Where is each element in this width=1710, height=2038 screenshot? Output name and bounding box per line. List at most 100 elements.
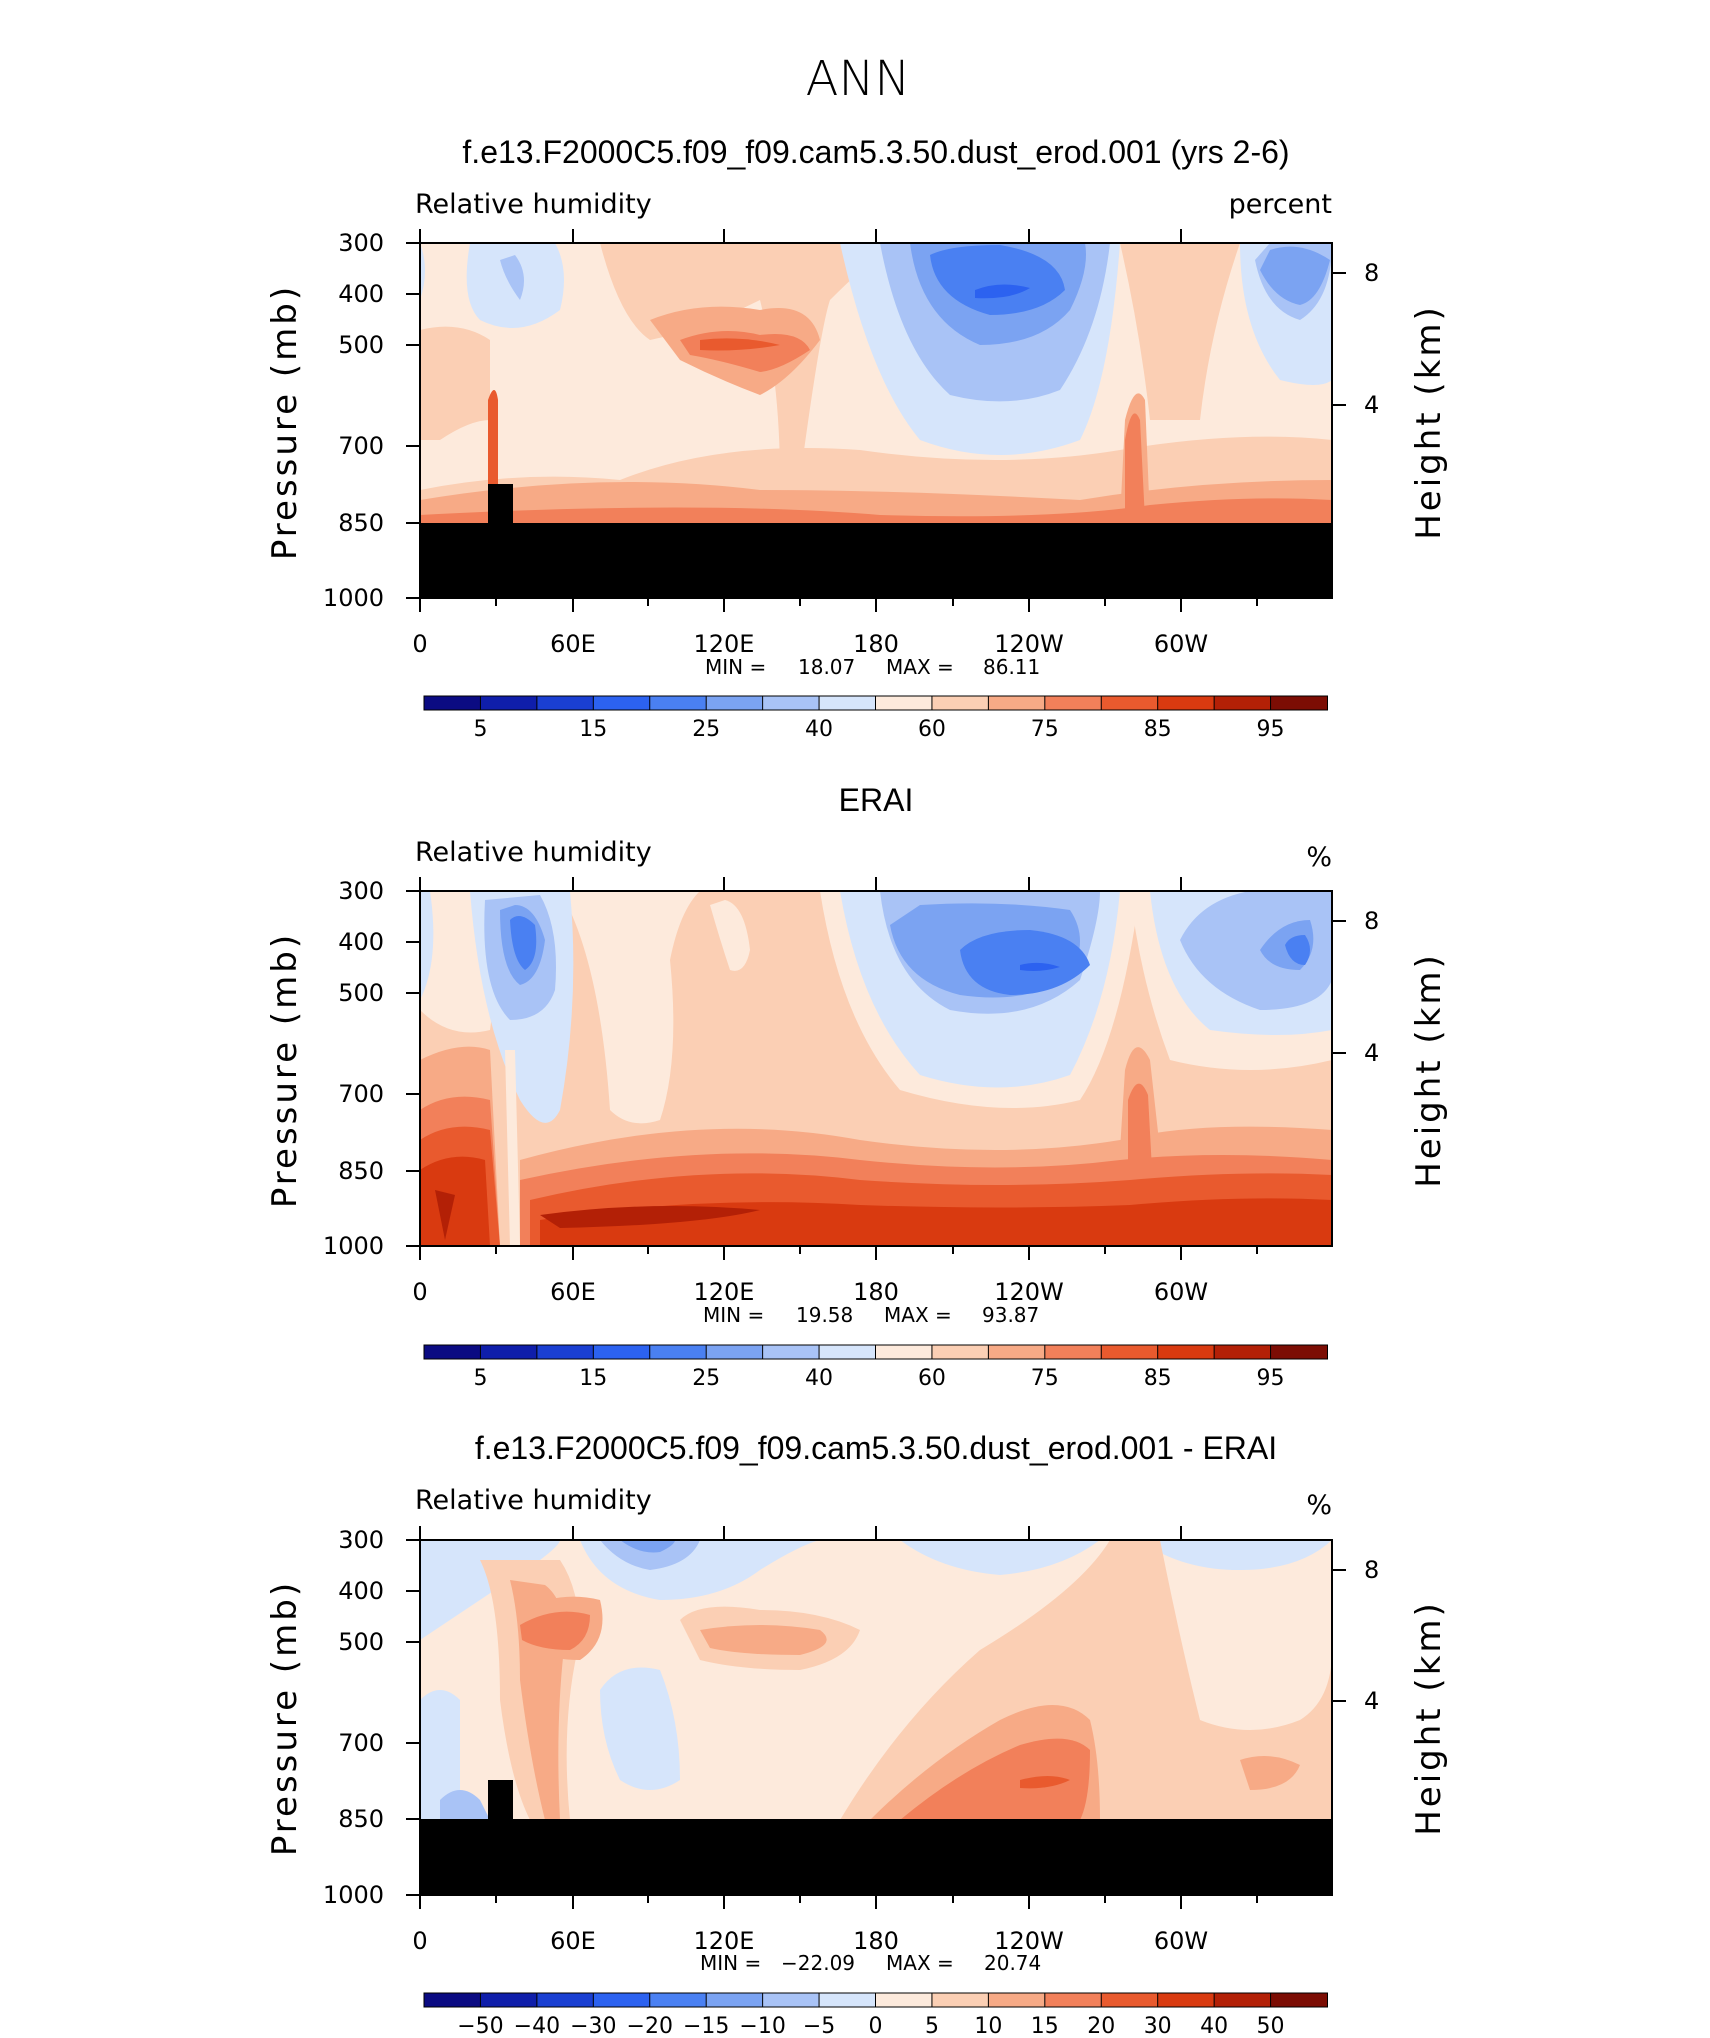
y-tick-labels: 300 400 500 700 850 1000 8 4 <box>323 877 1379 1260</box>
colorbar-label: −40 <box>514 2014 560 2038</box>
colorbar-swatch <box>536 1344 595 1360</box>
contour-band <box>930 245 1065 315</box>
colorbar-swatch <box>1044 1344 1103 1360</box>
max-label: MAX = <box>886 1951 954 1975</box>
contour-band <box>520 1611 590 1650</box>
variable-label: Relative humidity <box>415 189 652 220</box>
variable-label: Relative humidity <box>415 837 652 868</box>
colorbar-label: 20 <box>1087 2014 1115 2038</box>
colorbar-swatch <box>592 695 651 711</box>
stats: MIN = −22.09 MAX = 20.74 <box>700 1951 1041 1975</box>
y-axis-title: Pressure (mb) <box>265 932 305 1208</box>
colorbar-swatch <box>875 695 933 711</box>
colorbar-swatch <box>987 1344 1046 1360</box>
stats: MIN = 18.07 MAX = 86.11 <box>705 655 1040 679</box>
contour-band <box>1140 1540 1332 1570</box>
y-tick-labels: 300 400 500 700 850 1000 8 4 <box>323 1526 1379 1909</box>
x-tick-label: 180 <box>853 630 899 658</box>
colorbar: 5 15 25 40 60 75 85 95 <box>423 695 1329 742</box>
min-label: MIN = <box>705 655 766 679</box>
contour-band <box>440 1790 490 1820</box>
colorbar-swatch <box>818 1344 877 1360</box>
units-label: % <box>1306 1490 1332 1521</box>
colorbar-swatch <box>1100 1992 1159 2008</box>
max-value: 20.74 <box>984 1951 1041 1975</box>
y-tick-label: 700 <box>338 1729 384 1757</box>
contour-band <box>1180 891 1332 1010</box>
panel-2: ERAI Relative humidity % <box>265 782 1449 1391</box>
colorbar-label: 25 <box>692 1366 720 1391</box>
contour-band <box>540 1206 760 1228</box>
y-tick-label-right: 4 <box>1364 1039 1379 1067</box>
variable-label: Relative humidity <box>415 1485 652 1516</box>
colorbar-label: 60 <box>918 1366 946 1391</box>
colorbar-label: 0 <box>869 2014 883 2038</box>
colorbar-label: 85 <box>1144 717 1172 742</box>
colorbar-label: 15 <box>1031 2014 1059 2038</box>
x-tick-label: 120E <box>694 1278 755 1306</box>
colorbar-label: −50 <box>457 2014 503 2038</box>
page-title: ANN <box>806 51 911 107</box>
x-tick-label: 60W <box>1154 1927 1208 1955</box>
y-tick-label-right: 8 <box>1364 907 1379 935</box>
y-tick-label: 500 <box>338 1628 384 1656</box>
colorbar-label: 10 <box>974 2014 1002 2038</box>
axes-ticks <box>406 877 1346 1260</box>
y-tick-label: 850 <box>338 509 384 537</box>
min-label: MIN = <box>700 1951 761 1975</box>
colorbar-swatch <box>1044 1992 1103 2008</box>
y-tick-label: 700 <box>338 432 384 460</box>
y-tick-label: 300 <box>338 229 384 257</box>
colorbar-swatch <box>762 695 821 711</box>
stats: MIN = 19.58 MAX = 93.87 <box>703 1303 1039 1327</box>
panel-title: f.e13.F2000C5.f09_f09.cam5.3.50.dust_ero… <box>475 1430 1277 1466</box>
contour-band <box>700 1625 827 1655</box>
contour-band <box>510 916 537 970</box>
x-tick-label: 60E <box>550 630 596 658</box>
colorbar-swatch <box>705 1344 764 1360</box>
y-tick-label: 300 <box>338 1526 384 1554</box>
colorbar-label: 25 <box>692 717 720 742</box>
land-mask <box>420 1819 1332 1895</box>
contour-band <box>620 1540 675 1553</box>
colorbar-label: 40 <box>1200 2014 1228 2038</box>
contour-band <box>710 900 750 971</box>
colorbar-swatch <box>1157 695 1216 711</box>
colorbar-swatch <box>1100 695 1159 711</box>
y-tick-label: 300 <box>338 877 384 905</box>
y-tick-label: 400 <box>338 1577 384 1605</box>
colorbar-label: 5 <box>473 1366 487 1391</box>
contour-band <box>900 1540 1100 1575</box>
colorbar-swatch <box>1213 695 1272 711</box>
x-tick-label: 60W <box>1154 630 1208 658</box>
land-mask <box>420 523 1332 598</box>
colorbar-swatch <box>1157 1344 1216 1360</box>
colorbar-swatch <box>875 1344 933 1360</box>
colorbar-swatch <box>1270 695 1329 711</box>
contour-band <box>960 930 1090 995</box>
max-value: 86.11 <box>983 655 1040 679</box>
x-tick-labels: 0 60E 120E 180 120W 60W <box>412 630 1208 658</box>
x-tick-label: 0 <box>412 630 427 658</box>
y-axis-title-right: Height (km) <box>1409 1600 1449 1836</box>
x-tick-label: 120W <box>994 1927 1064 1955</box>
x-tick-label: 180 <box>853 1278 899 1306</box>
y-tick-label: 500 <box>338 331 384 359</box>
colorbar: −50 −40 −30 −20 −15 −10 −5 0 5 10 15 20 30 40 50 <box>423 1992 1329 2038</box>
contour-band <box>435 1190 455 1240</box>
colorbar-label: 5 <box>925 2014 939 2038</box>
colorbar-swatch <box>1044 695 1103 711</box>
y-tick-label: 700 <box>338 1080 384 1108</box>
colorbar-swatch <box>479 1992 538 2008</box>
x-tick-label: 60E <box>550 1927 596 1955</box>
colorbar-swatch <box>423 1992 482 2008</box>
contour-band <box>1125 413 1145 520</box>
colorbar-swatch <box>1100 1344 1159 1360</box>
colorbar-swatch <box>987 695 1046 711</box>
colorbar-label: −20 <box>627 2014 673 2038</box>
colorbar-label: 60 <box>918 717 946 742</box>
contour-band <box>1260 246 1330 305</box>
contour-band <box>700 338 780 351</box>
x-tick-label: 120W <box>994 630 1064 658</box>
